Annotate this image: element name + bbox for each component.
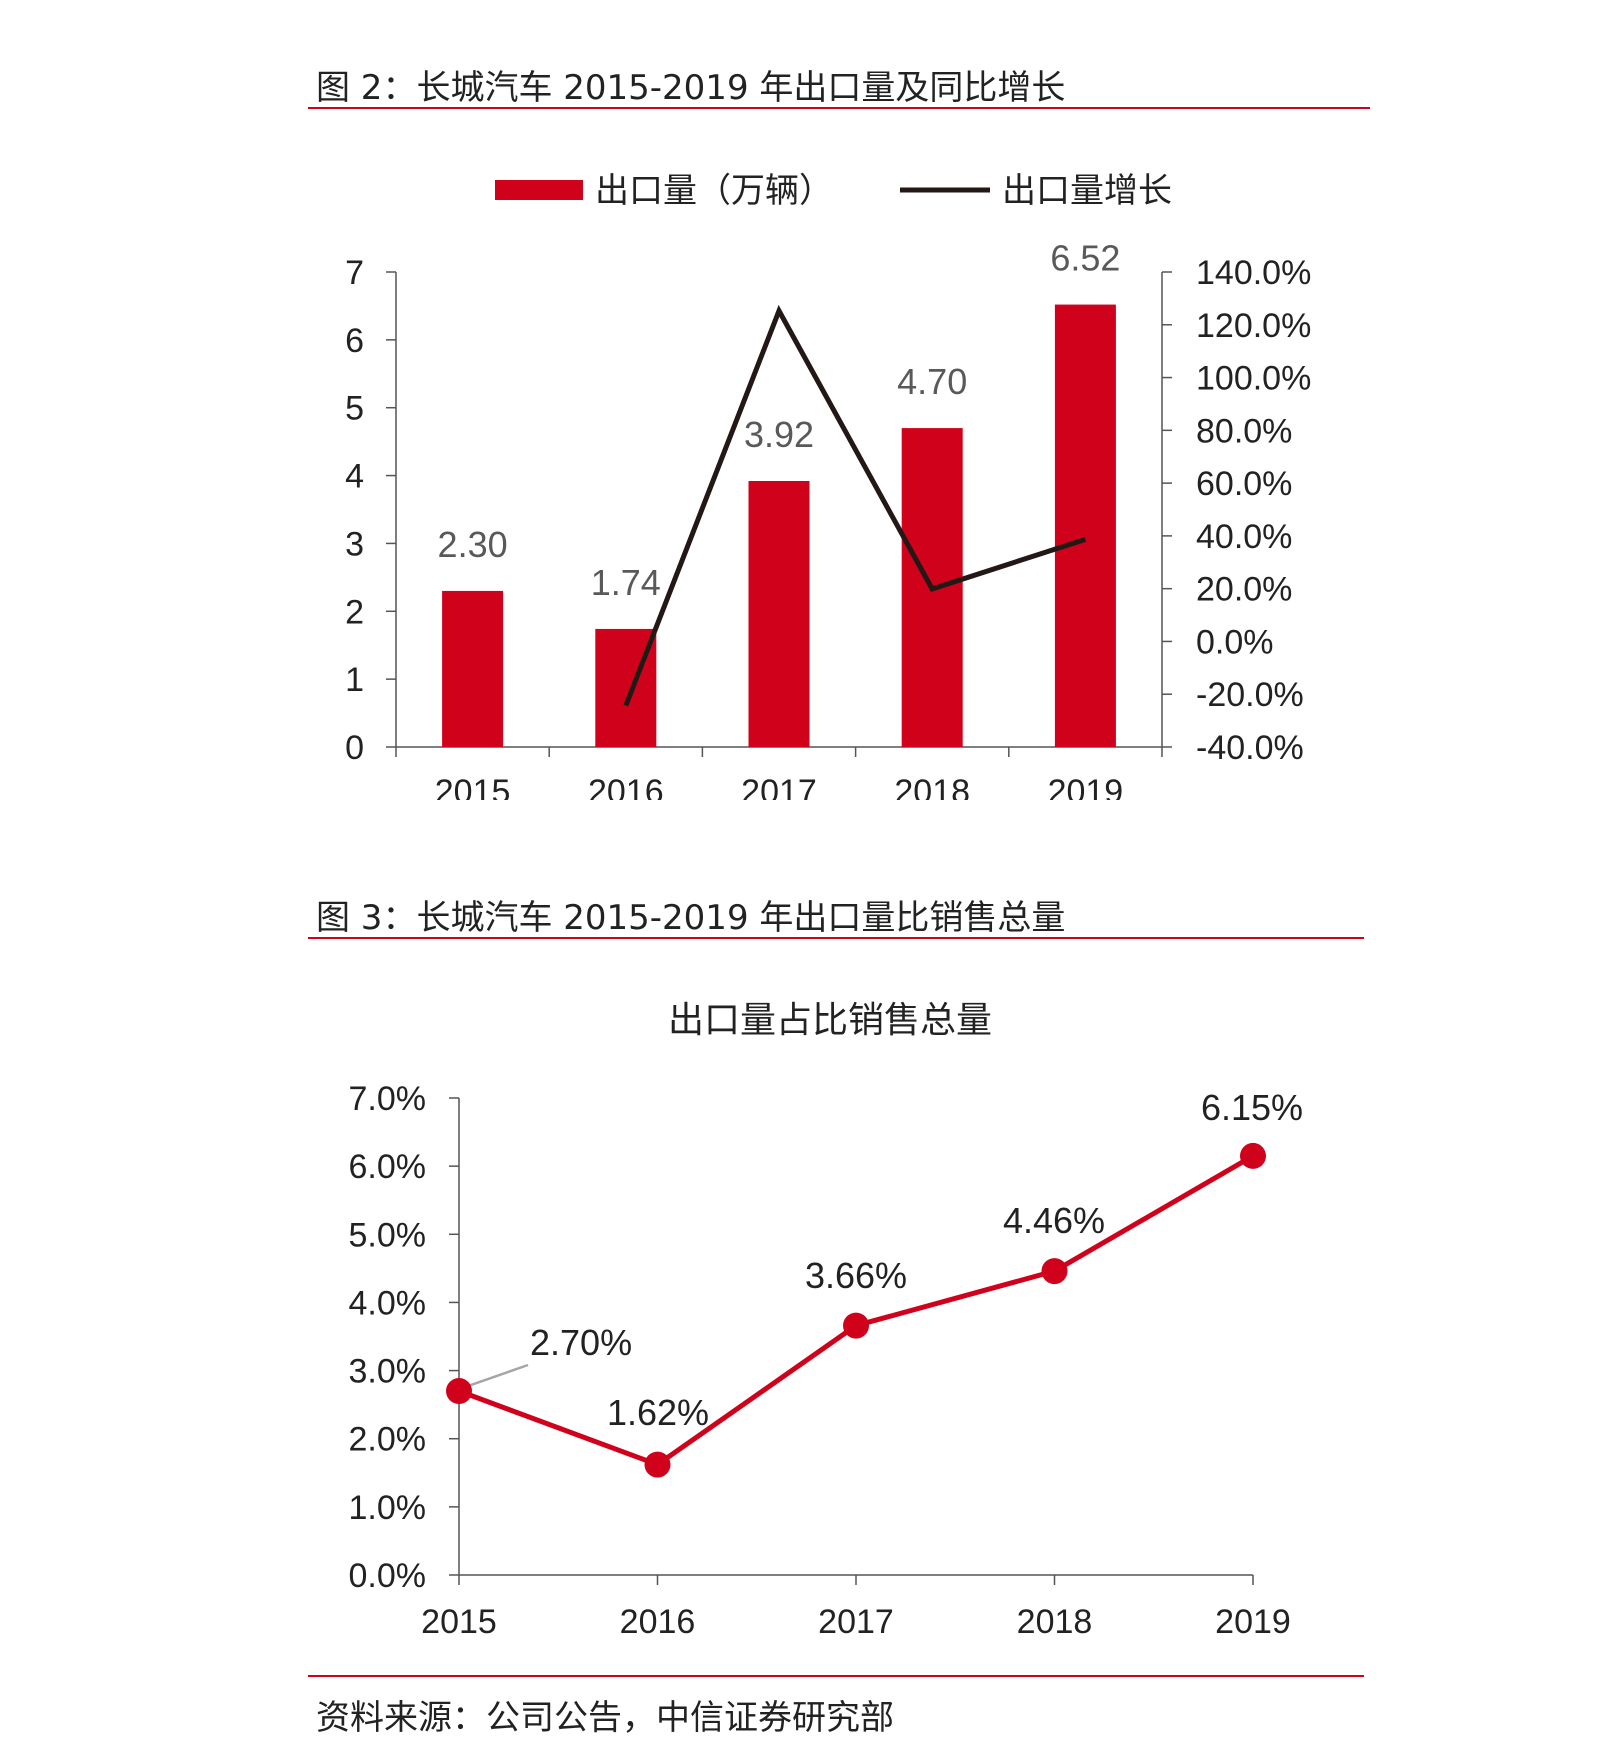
chart2-point [1041, 1258, 1068, 1285]
chart2-data-label: 3.66% [805, 1255, 907, 1296]
chart2-point [644, 1451, 671, 1478]
chart2-x-tick-label: 2015 [421, 1603, 497, 1641]
chart1-bar-label: 2.30 [438, 524, 508, 565]
chart2-series-line [458, 1153, 1255, 1468]
chart1-left-tick-label: 4 [345, 458, 364, 496]
chart1-right-tick-label: 40.0% [1196, 518, 1292, 556]
chart1-right-tick-label: 140.0% [1196, 254, 1311, 292]
chart2-x-tick-label: 2018 [1017, 1603, 1093, 1641]
chart1-bar [748, 481, 810, 747]
legend-swatch-bars [495, 180, 583, 200]
chart2-title: 出口量占比销售总量 [668, 999, 992, 1040]
chart1-legend: 出口量（万辆） 出口量增长 [495, 172, 1172, 210]
chart1-growth-line [623, 304, 1087, 707]
chart2-y-tick-label: 0.0% [349, 1557, 427, 1595]
chart2-x-tick-label: 2017 [818, 1603, 894, 1641]
chart1-left-tick-label: 3 [345, 525, 364, 563]
chart2-y-tick-label: 2.0% [349, 1421, 427, 1459]
chart2-y-tick-label: 5.0% [349, 1216, 427, 1254]
chart1-left-tick-label: 1 [345, 661, 364, 699]
chart1-left-tick-label: 7 [345, 254, 364, 292]
chart2-data-label: 1.62% [607, 1392, 709, 1433]
chart1-right-tick-label: 60.0% [1196, 465, 1292, 503]
chart1-bar-label: 3.92 [744, 414, 814, 455]
figure2-chart: 出口量（万辆） 出口量增长 0 1 2 3 4 5 6 7 -40.0% -20.0% 0.0% 20.0… [345, 172, 1311, 800]
chart2-point [843, 1312, 869, 1339]
chart1-bar [442, 590, 504, 747]
figure3-title: 图 3：长城汽车 2015-2019 年出口量比销售总量 [316, 898, 1066, 938]
chart2-point [446, 1378, 472, 1405]
chart1-bar [1054, 304, 1116, 747]
chart1-bar-label: 6.52 [1050, 238, 1120, 279]
chart1-right-tick-label: -40.0% [1196, 729, 1304, 767]
figure3-title-rule [308, 937, 1364, 939]
chart2-label-leader [464, 1363, 529, 1389]
chart2-y-tick-label: 7.0% [349, 1080, 427, 1118]
chart1-left-tick-label: 5 [345, 390, 364, 428]
chart1-left-tick-label: 0 [345, 729, 364, 767]
chart1-x-tick-label: 2015 [435, 773, 511, 800]
chart2-data-label: 2.70% [530, 1322, 632, 1363]
chart1-bar-label: 4.70 [897, 361, 967, 402]
chart1-left-tick-label: 6 [345, 322, 364, 360]
chart1-right-tick-label: 100.0% [1196, 360, 1311, 398]
chart2-x-tick-label: 2016 [620, 1603, 696, 1641]
chart2-data-label: 6.15% [1201, 1087, 1303, 1128]
chart2-x-tick-label: 2019 [1215, 1603, 1291, 1641]
chart2-y-tick-label: 4.0% [349, 1284, 427, 1322]
chart1-x-tick-label: 2017 [741, 773, 817, 800]
figure3-chart: 出口量占比销售总量 0.0% 1.0% 2.0% 3.0% 4.0% 5.0% 6.0% 7.0… [349, 999, 1304, 1641]
chart1-right-tick-label: 0.0% [1196, 623, 1274, 661]
chart2-y-tick-label: 3.0% [349, 1353, 427, 1391]
chart1-x-tick-label: 2016 [588, 773, 664, 800]
figure2-title: 图 2：长城汽车 2015-2019 年出口量及同比增长 [316, 68, 1066, 108]
chart1-right-tick-label: 20.0% [1196, 571, 1292, 609]
chart1-x-tick-label: 2018 [894, 773, 970, 800]
chart1-bar-label: 1.74 [591, 562, 661, 603]
figure2-title-rule [308, 107, 1370, 109]
chart1-x-tick-label: 2019 [1048, 773, 1124, 800]
source-rule [308, 1675, 1364, 1677]
chart2-point [1240, 1142, 1266, 1169]
chart2-data-label: 4.46% [1003, 1200, 1105, 1241]
chart1-right-tick-label: 80.0% [1196, 412, 1292, 450]
chart1-right-tick-label: 120.0% [1196, 307, 1311, 345]
chart1-right-tick-label: -20.0% [1196, 676, 1304, 714]
legend-label-bars: 出口量（万辆） [595, 172, 833, 210]
chart1-left-tick-label: 2 [345, 593, 364, 631]
chart2-y-tick-label: 1.0% [349, 1489, 427, 1527]
chart2-y-tick-label: 6.0% [349, 1148, 427, 1186]
legend-label-line: 出口量增长 [1002, 172, 1172, 210]
source-note: 资料来源：公司公告，中信证券研究部 [316, 1698, 894, 1738]
